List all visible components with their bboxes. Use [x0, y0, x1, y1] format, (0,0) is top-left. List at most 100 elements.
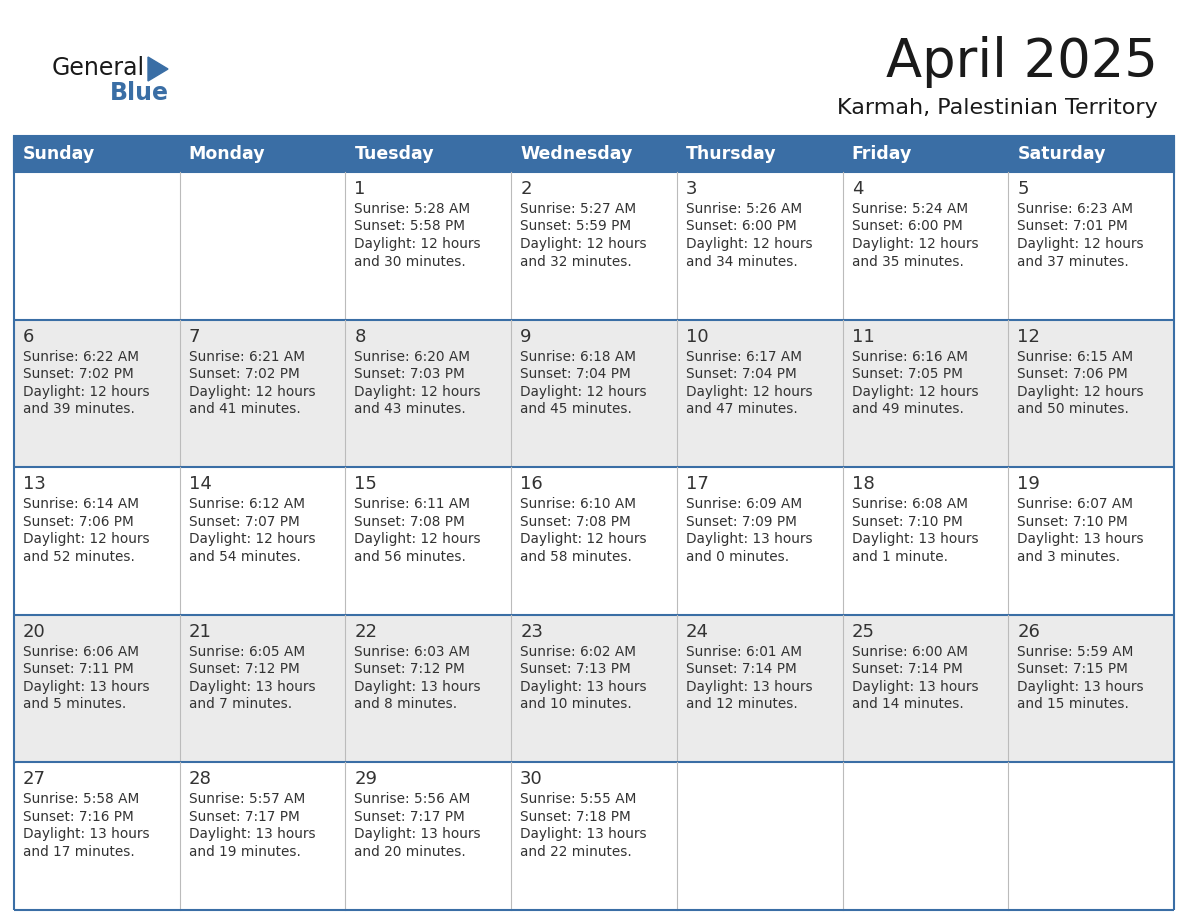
- Text: 5: 5: [1017, 180, 1029, 198]
- Text: Sunrise: 6:01 AM: Sunrise: 6:01 AM: [685, 644, 802, 659]
- Text: 10: 10: [685, 328, 708, 345]
- Text: 11: 11: [852, 328, 874, 345]
- Bar: [511, 136, 677, 172]
- Text: Daylight: 12 hours: Daylight: 12 hours: [852, 385, 978, 398]
- Text: Sunrise: 6:06 AM: Sunrise: 6:06 AM: [23, 644, 139, 659]
- Text: Sunset: 6:00 PM: Sunset: 6:00 PM: [852, 219, 962, 233]
- Polygon shape: [148, 57, 168, 81]
- Text: Daylight: 13 hours: Daylight: 13 hours: [23, 680, 150, 694]
- Text: Sunset: 5:59 PM: Sunset: 5:59 PM: [520, 219, 631, 233]
- Text: Sunset: 7:12 PM: Sunset: 7:12 PM: [354, 662, 466, 677]
- Text: 4: 4: [852, 180, 862, 198]
- Text: Sunrise: 6:20 AM: Sunrise: 6:20 AM: [354, 350, 470, 364]
- Text: Daylight: 13 hours: Daylight: 13 hours: [189, 827, 315, 842]
- Text: Sunrise: 6:17 AM: Sunrise: 6:17 AM: [685, 350, 802, 364]
- Text: and 52 minutes.: and 52 minutes.: [23, 550, 135, 564]
- Text: Daylight: 12 hours: Daylight: 12 hours: [189, 385, 315, 398]
- Text: 28: 28: [189, 770, 211, 789]
- Text: Sunrise: 5:56 AM: Sunrise: 5:56 AM: [354, 792, 470, 806]
- Text: Sunset: 7:09 PM: Sunset: 7:09 PM: [685, 515, 797, 529]
- Text: Sunrise: 6:16 AM: Sunrise: 6:16 AM: [852, 350, 967, 364]
- Text: Sunday: Sunday: [23, 145, 95, 163]
- Text: Sunset: 7:08 PM: Sunset: 7:08 PM: [354, 515, 466, 529]
- Text: Sunset: 6:00 PM: Sunset: 6:00 PM: [685, 219, 797, 233]
- Text: Sunrise: 5:27 AM: Sunrise: 5:27 AM: [520, 202, 637, 216]
- Text: Sunrise: 6:23 AM: Sunrise: 6:23 AM: [1017, 202, 1133, 216]
- Text: Saturday: Saturday: [1017, 145, 1106, 163]
- Text: Friday: Friday: [852, 145, 912, 163]
- Text: Daylight: 12 hours: Daylight: 12 hours: [23, 532, 150, 546]
- Text: Tuesday: Tuesday: [354, 145, 434, 163]
- Text: and 7 minutes.: and 7 minutes.: [189, 698, 292, 711]
- Text: Karmah, Palestinian Territory: Karmah, Palestinian Territory: [838, 98, 1158, 118]
- Text: 19: 19: [1017, 476, 1041, 493]
- Bar: [346, 136, 511, 172]
- Bar: [14, 763, 1174, 910]
- Text: Blue: Blue: [110, 81, 169, 105]
- Text: 29: 29: [354, 770, 378, 789]
- Text: and 43 minutes.: and 43 minutes.: [354, 402, 466, 416]
- Text: Sunset: 7:01 PM: Sunset: 7:01 PM: [1017, 219, 1129, 233]
- Text: Sunset: 7:07 PM: Sunset: 7:07 PM: [189, 515, 299, 529]
- Text: and 14 minutes.: and 14 minutes.: [852, 698, 963, 711]
- Bar: [14, 136, 179, 172]
- Text: Thursday: Thursday: [685, 145, 777, 163]
- Text: Daylight: 12 hours: Daylight: 12 hours: [354, 532, 481, 546]
- Text: 9: 9: [520, 328, 532, 345]
- Text: Sunset: 7:06 PM: Sunset: 7:06 PM: [23, 515, 134, 529]
- Text: Daylight: 12 hours: Daylight: 12 hours: [685, 237, 813, 251]
- Text: 26: 26: [1017, 622, 1041, 641]
- Text: Sunrise: 5:58 AM: Sunrise: 5:58 AM: [23, 792, 139, 806]
- Text: Daylight: 13 hours: Daylight: 13 hours: [1017, 532, 1144, 546]
- Text: Daylight: 13 hours: Daylight: 13 hours: [852, 532, 978, 546]
- Text: Sunrise: 6:07 AM: Sunrise: 6:07 AM: [1017, 498, 1133, 511]
- Text: Daylight: 13 hours: Daylight: 13 hours: [354, 680, 481, 694]
- Text: Sunset: 7:15 PM: Sunset: 7:15 PM: [1017, 662, 1129, 677]
- Text: and 34 minutes.: and 34 minutes.: [685, 254, 797, 268]
- Text: 2: 2: [520, 180, 532, 198]
- Text: Sunrise: 5:57 AM: Sunrise: 5:57 AM: [189, 792, 305, 806]
- Text: Daylight: 13 hours: Daylight: 13 hours: [685, 680, 813, 694]
- Text: Daylight: 13 hours: Daylight: 13 hours: [520, 827, 646, 842]
- Text: Sunrise: 6:02 AM: Sunrise: 6:02 AM: [520, 644, 636, 659]
- Text: Wednesday: Wednesday: [520, 145, 632, 163]
- Bar: [14, 136, 1174, 172]
- Text: Sunrise: 5:55 AM: Sunrise: 5:55 AM: [520, 792, 637, 806]
- Text: and 56 minutes.: and 56 minutes.: [354, 550, 467, 564]
- Text: Sunrise: 6:08 AM: Sunrise: 6:08 AM: [852, 498, 967, 511]
- Text: 15: 15: [354, 476, 378, 493]
- Text: Sunrise: 6:21 AM: Sunrise: 6:21 AM: [189, 350, 304, 364]
- Text: and 12 minutes.: and 12 minutes.: [685, 698, 797, 711]
- Text: and 47 minutes.: and 47 minutes.: [685, 402, 797, 416]
- Text: Sunrise: 5:28 AM: Sunrise: 5:28 AM: [354, 202, 470, 216]
- Text: Sunset: 7:18 PM: Sunset: 7:18 PM: [520, 810, 631, 823]
- Text: 20: 20: [23, 622, 46, 641]
- Text: and 17 minutes.: and 17 minutes.: [23, 845, 134, 859]
- Text: and 20 minutes.: and 20 minutes.: [354, 845, 466, 859]
- Text: and 0 minutes.: and 0 minutes.: [685, 550, 789, 564]
- Text: and 39 minutes.: and 39 minutes.: [23, 402, 135, 416]
- Bar: [179, 136, 346, 172]
- Text: Sunset: 7:04 PM: Sunset: 7:04 PM: [520, 367, 631, 381]
- Text: Sunset: 7:13 PM: Sunset: 7:13 PM: [520, 662, 631, 677]
- Text: and 50 minutes.: and 50 minutes.: [1017, 402, 1129, 416]
- Text: Sunset: 7:16 PM: Sunset: 7:16 PM: [23, 810, 134, 823]
- Text: 24: 24: [685, 622, 709, 641]
- Text: Daylight: 12 hours: Daylight: 12 hours: [685, 385, 813, 398]
- Text: and 45 minutes.: and 45 minutes.: [520, 402, 632, 416]
- Text: Daylight: 12 hours: Daylight: 12 hours: [852, 237, 978, 251]
- Text: and 22 minutes.: and 22 minutes.: [520, 845, 632, 859]
- Text: 27: 27: [23, 770, 46, 789]
- Bar: [677, 136, 842, 172]
- Text: 25: 25: [852, 622, 874, 641]
- Text: 8: 8: [354, 328, 366, 345]
- Bar: [842, 136, 1009, 172]
- Text: Sunset: 7:04 PM: Sunset: 7:04 PM: [685, 367, 797, 381]
- Text: Sunset: 7:14 PM: Sunset: 7:14 PM: [685, 662, 797, 677]
- Text: Daylight: 13 hours: Daylight: 13 hours: [685, 532, 813, 546]
- Text: 21: 21: [189, 622, 211, 641]
- Text: Daylight: 12 hours: Daylight: 12 hours: [520, 237, 646, 251]
- Text: Daylight: 12 hours: Daylight: 12 hours: [354, 237, 481, 251]
- Text: Sunset: 7:11 PM: Sunset: 7:11 PM: [23, 662, 134, 677]
- Text: 1: 1: [354, 180, 366, 198]
